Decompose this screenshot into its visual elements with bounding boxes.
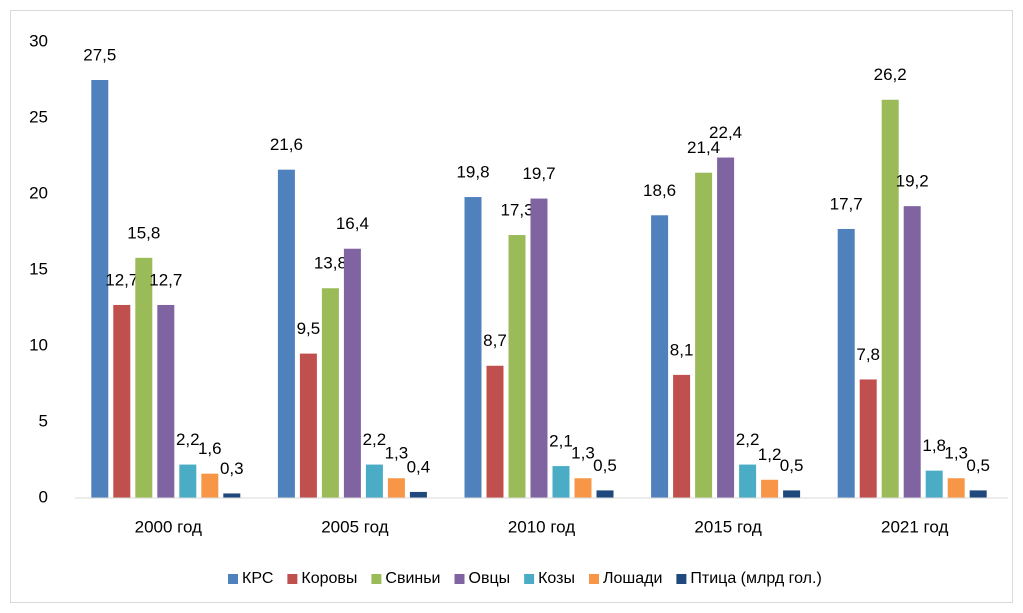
legend-swatch bbox=[371, 574, 382, 584]
bar bbox=[947, 478, 965, 498]
value-label: 0,5 bbox=[593, 456, 617, 475]
value-label: 12,7 bbox=[105, 270, 138, 289]
bar bbox=[695, 172, 713, 498]
bar bbox=[464, 197, 482, 499]
bar bbox=[179, 464, 197, 498]
bar bbox=[881, 99, 899, 498]
legend-label: Свиньи bbox=[385, 570, 440, 587]
value-label: 0,3 bbox=[220, 459, 244, 478]
y-tick-label: 15 bbox=[29, 259, 48, 278]
value-label: 16,4 bbox=[336, 214, 369, 233]
y-tick-label: 25 bbox=[29, 107, 48, 126]
y-tick-label: 10 bbox=[29, 335, 48, 354]
bar bbox=[596, 490, 614, 498]
y-tick-label: 5 bbox=[39, 411, 48, 430]
legend-swatch bbox=[676, 574, 687, 584]
value-label: 22,4 bbox=[709, 123, 742, 142]
legend-label: КРС bbox=[242, 570, 273, 587]
bar bbox=[365, 464, 383, 498]
legend-label: Птица (млрд гол.) bbox=[690, 570, 821, 587]
legend-label: Лошади bbox=[603, 570, 662, 587]
value-label: 1,2 bbox=[758, 445, 782, 464]
value-label: 19,7 bbox=[522, 164, 555, 183]
bar bbox=[277, 169, 295, 498]
x-tick-label: 2000 год bbox=[135, 517, 202, 536]
legend-swatch bbox=[588, 574, 599, 584]
x-tick-label: 2010 год bbox=[508, 517, 575, 536]
value-label: 1,8 bbox=[922, 436, 946, 455]
value-label: 2,2 bbox=[176, 430, 200, 449]
value-label: 26,2 bbox=[874, 65, 907, 84]
bar bbox=[299, 353, 317, 498]
legend-swatch bbox=[228, 574, 238, 584]
bar bbox=[157, 304, 175, 498]
value-label: 9,5 bbox=[297, 319, 321, 338]
bar bbox=[387, 478, 405, 498]
bar bbox=[223, 493, 241, 498]
bar bbox=[761, 479, 779, 498]
value-label: 2,2 bbox=[363, 430, 387, 449]
x-tick-label: 2015 год bbox=[694, 517, 761, 536]
value-label: 1,3 bbox=[944, 444, 968, 463]
legend-label: Коровы bbox=[301, 570, 357, 587]
value-label: 27,5 bbox=[83, 45, 116, 64]
value-label: 0,4 bbox=[407, 457, 431, 476]
value-label: 8,1 bbox=[670, 340, 694, 359]
value-label: 18,6 bbox=[643, 181, 676, 200]
value-label: 15,8 bbox=[127, 223, 160, 242]
bar bbox=[321, 288, 339, 498]
legend-swatch bbox=[287, 574, 298, 584]
value-label: 13,8 bbox=[314, 254, 347, 273]
y-tick-label: 20 bbox=[29, 183, 48, 202]
x-tick-label: 2021 год bbox=[881, 517, 948, 536]
value-label: 12,7 bbox=[149, 270, 182, 289]
bar bbox=[903, 206, 921, 498]
y-tick-label: 30 bbox=[29, 31, 48, 50]
bar bbox=[969, 490, 987, 498]
value-label: 2,2 bbox=[736, 430, 760, 449]
bar bbox=[574, 478, 592, 498]
value-label: 8,7 bbox=[483, 331, 507, 350]
bar bbox=[201, 473, 219, 498]
value-label: 1,3 bbox=[571, 444, 595, 463]
bar bbox=[651, 215, 669, 498]
bar bbox=[91, 80, 109, 498]
bar bbox=[343, 248, 361, 498]
bar bbox=[409, 491, 427, 498]
value-label: 1,3 bbox=[385, 444, 409, 463]
bar bbox=[837, 228, 855, 498]
value-label: 0,5 bbox=[780, 456, 804, 475]
value-label: 17,7 bbox=[830, 194, 863, 213]
y-tick-label: 0 bbox=[39, 487, 48, 506]
value-label: 0,5 bbox=[966, 456, 990, 475]
value-label: 19,2 bbox=[896, 172, 929, 191]
bar bbox=[717, 157, 735, 498]
bar bbox=[783, 490, 801, 498]
bar bbox=[135, 257, 153, 498]
value-label: 19,8 bbox=[456, 163, 489, 182]
value-label: 7,8 bbox=[856, 345, 880, 364]
value-label: 21,4 bbox=[687, 138, 720, 157]
bar bbox=[925, 470, 943, 498]
legend-label: Овцы bbox=[469, 570, 511, 587]
bar bbox=[508, 235, 526, 499]
legend-swatch bbox=[454, 574, 465, 584]
legend-swatch bbox=[524, 574, 535, 584]
value-label: 17,3 bbox=[500, 201, 533, 220]
value-label: 1,6 bbox=[198, 439, 222, 458]
bar bbox=[530, 198, 548, 498]
bar bbox=[739, 464, 757, 498]
value-label: 2,1 bbox=[549, 432, 573, 451]
bar bbox=[113, 304, 131, 498]
legend-label: Козы bbox=[538, 570, 575, 587]
bar bbox=[859, 379, 877, 498]
bar bbox=[673, 374, 691, 498]
bar bbox=[486, 365, 504, 498]
x-tick-label: 2005 год bbox=[321, 517, 388, 536]
bar bbox=[552, 466, 570, 498]
value-label: 21,6 bbox=[270, 135, 303, 154]
